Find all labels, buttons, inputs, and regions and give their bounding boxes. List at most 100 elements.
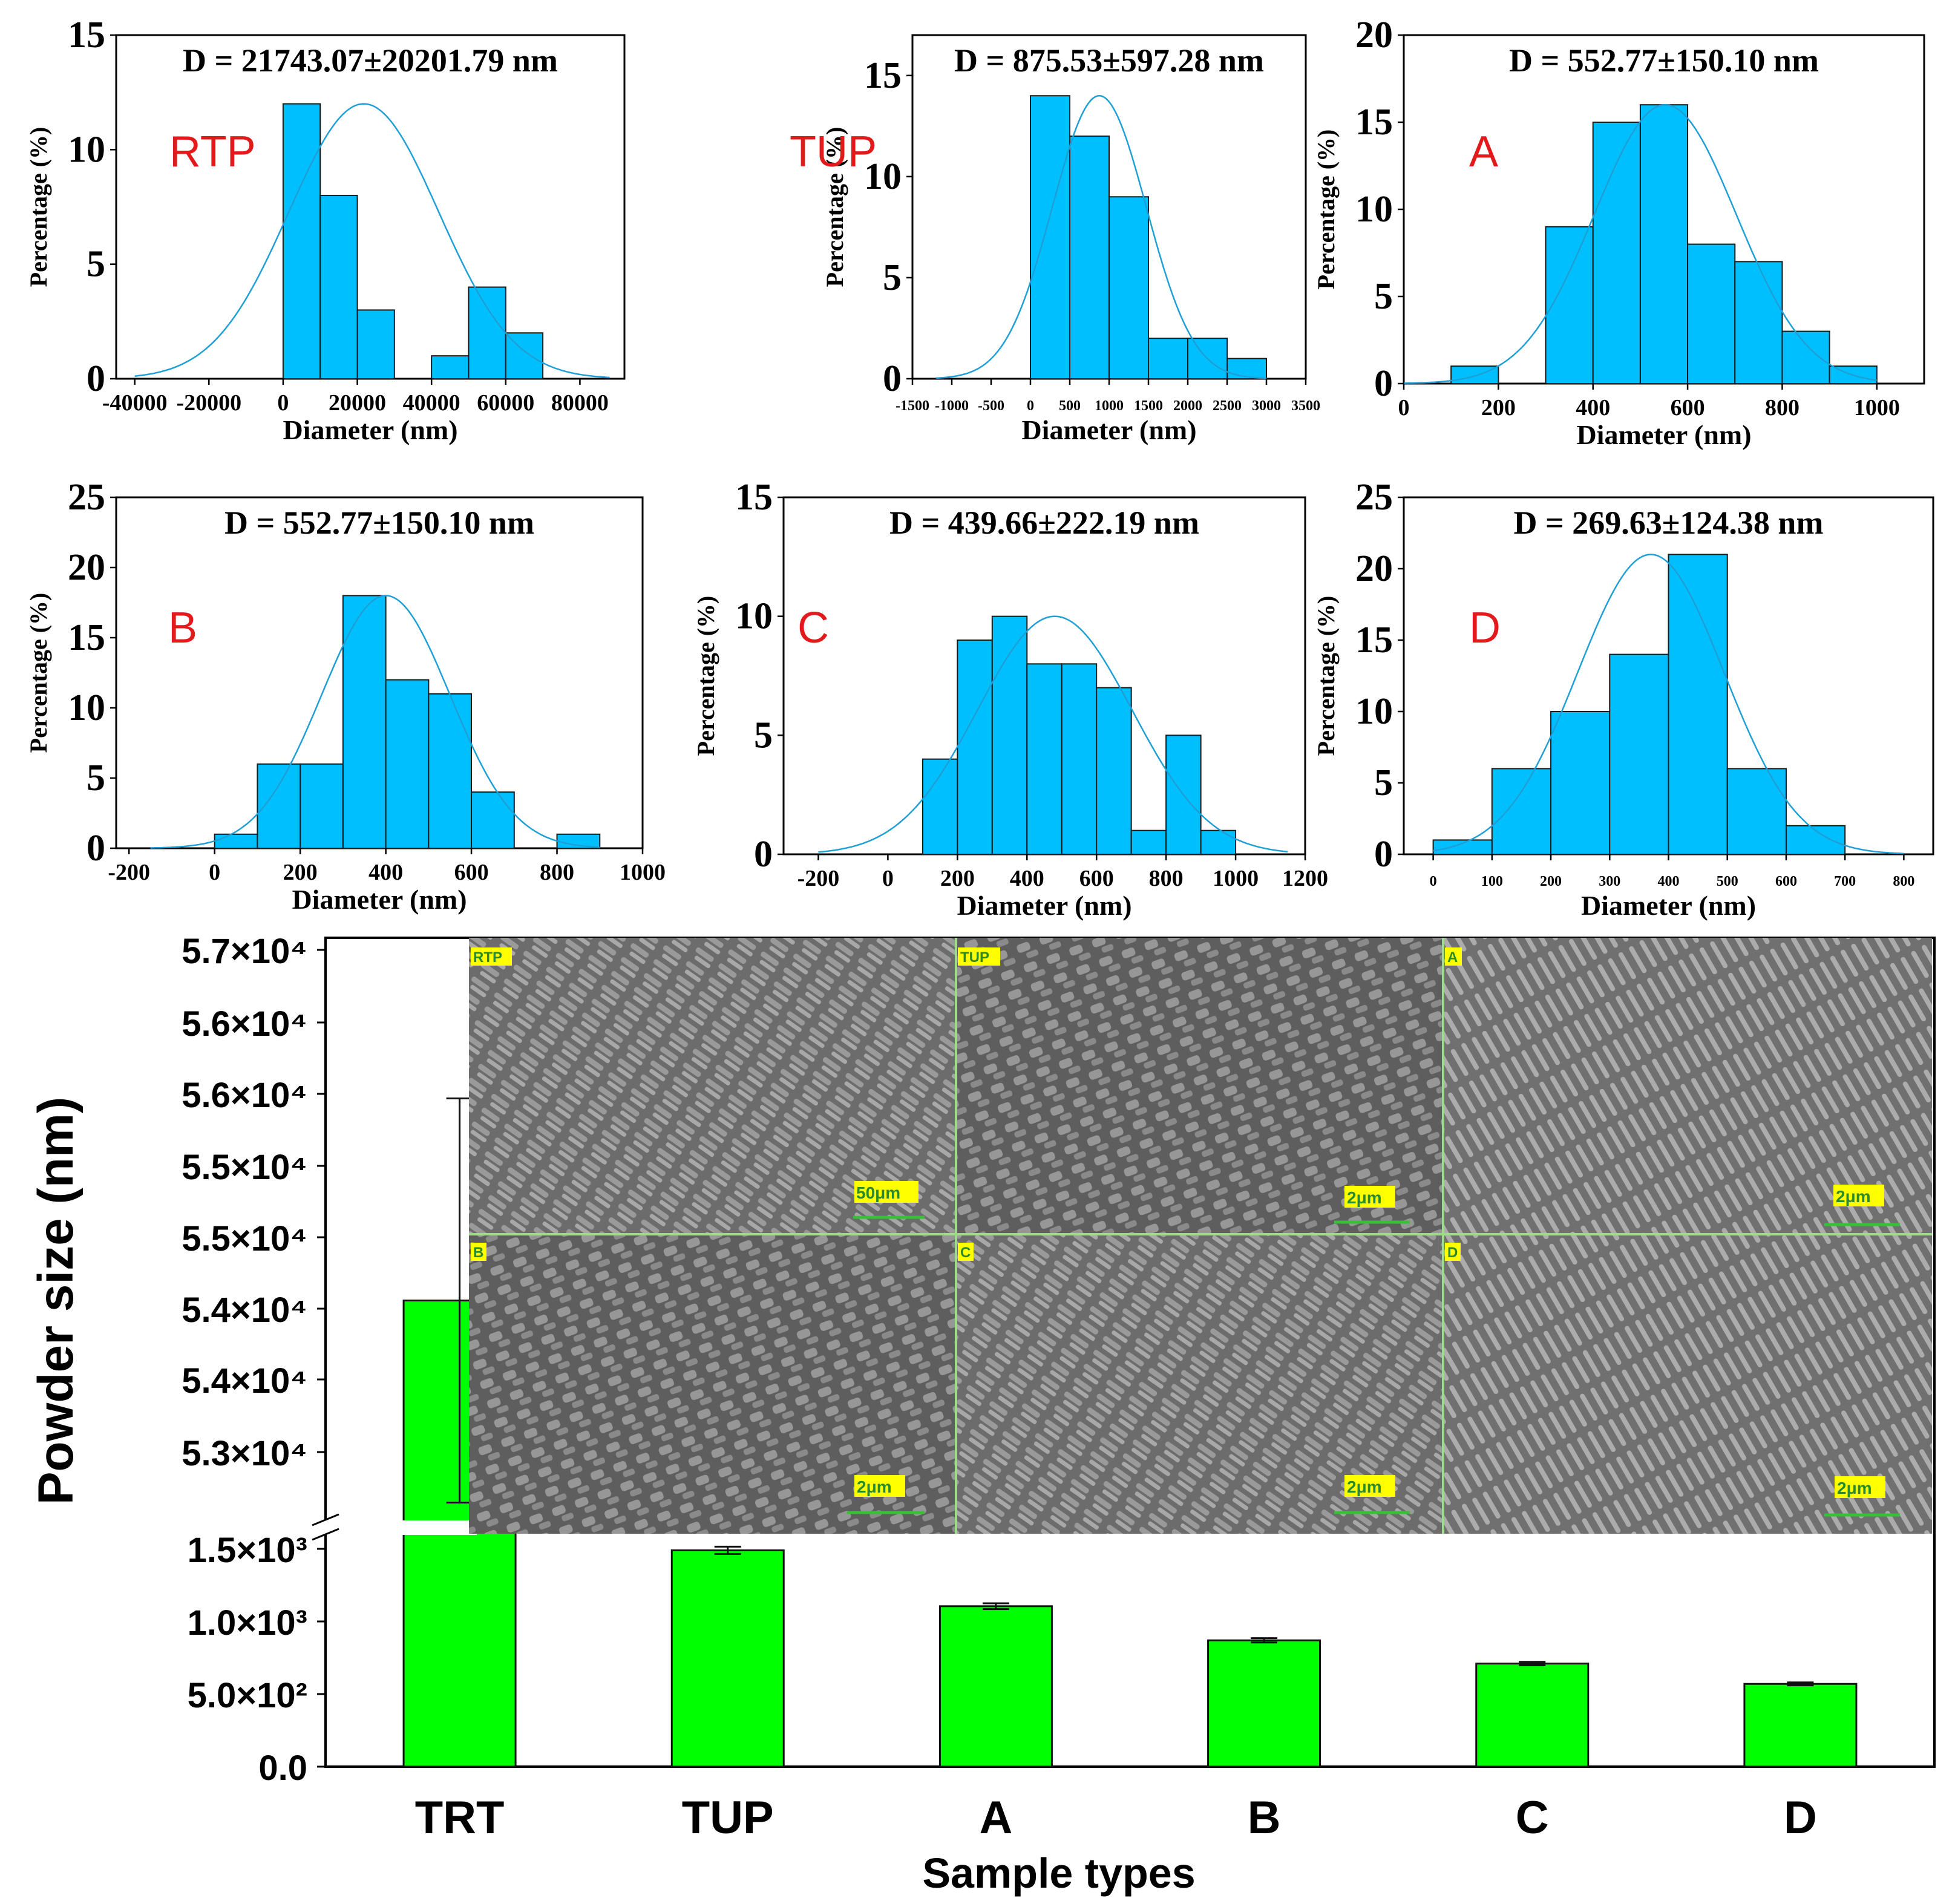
histogram-bar [319,195,358,379]
histogram-title: D = 21743.07±20201.79 nm [183,42,558,79]
histogram-rtp: -40000 -20000 0 20000 40000 60000 80000 0 5 10 15 D… [25,15,626,445]
x-tick-label: 1000 [1213,866,1259,891]
fit-curve [1433,554,1904,854]
y-tick-label: 5.7×10⁴ [182,932,307,971]
x-tick-label: 0 [209,860,220,885]
category-label: A [979,1792,1012,1843]
x-tick-label: 400 [368,860,403,885]
axis-break-mark [312,1528,339,1541]
y-axis-label: Percentage (%) [1312,596,1340,756]
y-tick-label: 5.6×10⁴ [182,1076,307,1115]
histogram-bar [1096,687,1132,855]
y-tick-label: 0.0 [258,1749,307,1788]
x-tick-label: 500 [1059,398,1081,414]
y-tick-label: 5.4×10⁴ [182,1291,307,1330]
histogram-title: D = 875.53±597.28 nm [954,42,1264,79]
fit-curve [1403,104,1877,384]
y-axis-label: Percentage (%) [692,596,719,756]
size-bar [1475,1663,1590,1768]
x-tick-label: 200 [1481,395,1516,420]
x-tick-label: 800 [540,860,574,885]
histogram-bar [1687,243,1736,384]
x-axis-label: Diameter (nm) [957,890,1131,921]
histogram-bar [428,693,473,849]
x-tick-label: 400 [1576,395,1610,420]
histogram-bar [957,640,993,855]
x-tick-label: 3000 [1252,398,1281,414]
histogram-bar [1734,261,1783,384]
histogram-bar [1030,95,1070,379]
histogram-bar [1130,829,1167,855]
x-tick-label: 1500 [1134,398,1163,414]
y-tick-label: 5 [1374,762,1393,803]
fit-curve [935,94,1267,379]
x-tick-label: 1000 [1095,398,1124,414]
histogram-tup: -1500 -1000 -500 0 500 1000 1500 2000 2500 3000 35… [790,34,1320,445]
y-tick-label: 20 [1355,548,1393,589]
sem-image-tup [956,938,1443,1234]
histogram-a: 0 200 400 600 800 1000 0 5 10 15 20 Diameter (nm) Pe… [1312,15,1925,450]
histogram-bar [468,286,506,379]
y-tick-label: 5.4×10⁴ [182,1361,307,1401]
histogram-bar [1108,196,1149,379]
histogram-title: D = 552.77±150.10 nm [1509,42,1819,79]
y-tick-label: 0 [1374,363,1393,404]
x-tick-label: 400 [1658,874,1680,889]
x-axis-label: Diameter (nm) [283,414,457,445]
axis-break-mark [312,1513,339,1526]
x-axis-label: Sample types [922,1850,1195,1897]
y-tick-label: 5.0×10² [188,1676,307,1715]
y-tick-label: 15 [864,55,902,96]
scale-bar-c: 2μm [1334,1475,1410,1514]
panel-tag: D [1469,604,1501,652]
x-tick-label: 500 [1717,874,1738,889]
x-tick-label: 1000 [1854,395,1900,420]
y-axis-label: Percentage (%) [1312,129,1340,290]
x-tick-label: 200 [1540,874,1562,889]
category-label: TRT [415,1792,505,1843]
svg-text:B: B [473,1245,483,1261]
x-tick-label: 2500 [1213,398,1242,414]
x-tick-label: 0 [1398,395,1410,420]
y-tick-label: 0 [87,828,105,869]
panel-tag: C [797,604,829,652]
x-tick-label: -200 [108,860,150,885]
fit-curve [134,103,610,379]
y-tick-label: 10 [1355,189,1393,230]
histogram-bar [1592,122,1641,384]
histogram-bar [1639,104,1689,384]
x-tick-label: 0 [277,390,289,416]
x-tick-label: 800 [1765,395,1799,420]
x-tick-label: 600 [1671,395,1705,420]
category-label: B [1248,1792,1281,1843]
y-tick-label: 1.0×10³ [188,1603,307,1643]
fit-curve [150,595,600,849]
y-tick-label: 0 [1374,834,1393,875]
svg-text:2μm: 2μm [1836,1187,1871,1206]
x-tick-label: -200 [797,866,840,891]
scale-bar-d: 2μm [1824,1476,1900,1517]
size-bar [938,1605,1053,1768]
x-tick-label: 800 [1149,866,1184,891]
panel-tag: RTP [169,128,256,176]
svg-text:C: C [960,1245,971,1261]
sem-tag-d: D [1445,1243,1461,1261]
histogram-bar [342,595,387,849]
x-tick-label: 700 [1834,874,1856,889]
x-tick-label: 60000 [477,390,534,416]
histogram-bar [385,679,430,849]
x-tick-label: 200 [940,866,975,891]
y-tick-label: 5 [87,757,105,799]
x-tick-label: 1000 [620,860,666,885]
y-tick-label: 15 [68,617,105,658]
x-tick-label: 2000 [1173,398,1202,414]
x-tick-label: 400 [1010,866,1044,891]
x-tick-label: 20000 [329,390,386,416]
histogram-bar [1061,663,1098,855]
x-tick-label: 0 [1430,874,1437,889]
category-label: C [1516,1792,1549,1843]
histogram-bar [214,833,258,849]
histogram-bar [922,758,958,855]
x-tick-label: 80000 [551,390,609,416]
svg-text:A: A [1447,949,1458,966]
